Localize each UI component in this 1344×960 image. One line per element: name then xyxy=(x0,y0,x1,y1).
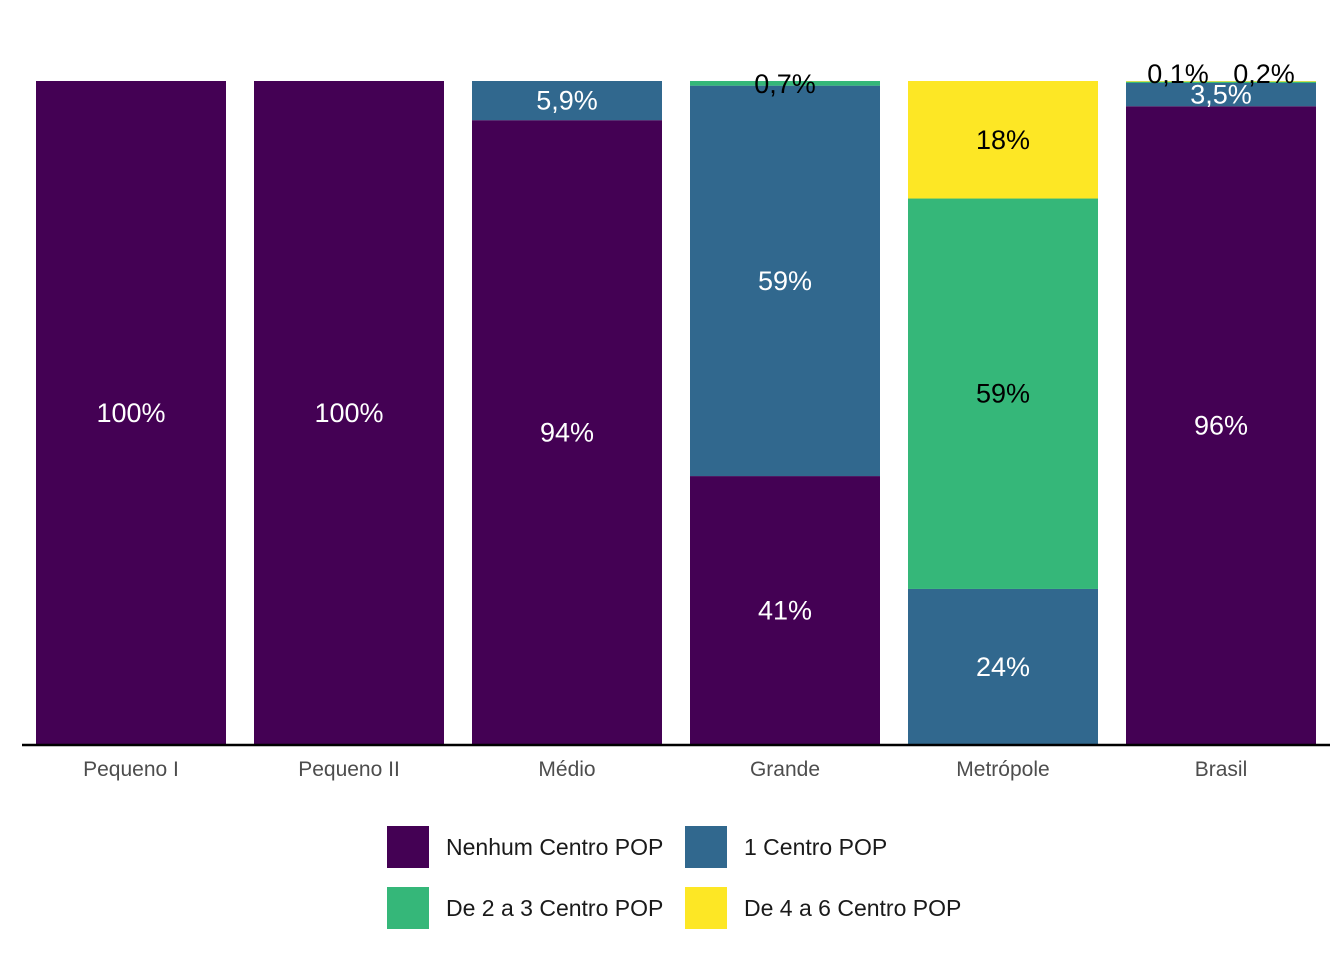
bar-segment xyxy=(908,81,1098,199)
bar-segment xyxy=(36,81,226,745)
legend-item-nenhum: Nenhum Centro POP xyxy=(387,826,663,868)
bar-segment xyxy=(908,588,1098,745)
legend-swatch xyxy=(387,826,429,868)
data-label: 18% xyxy=(976,125,1030,155)
x-tick-labels-layer: Pequeno I Pequeno II Médio Grande Metrópole B… xyxy=(83,758,1247,781)
data-label: 3,5% xyxy=(1190,80,1252,110)
legend-item-1-centro: 1 Centro POP xyxy=(685,826,887,868)
bar-segment xyxy=(1126,81,1316,83)
bar-segment xyxy=(908,198,1098,589)
bar-segment xyxy=(690,81,880,86)
data-label: 59% xyxy=(758,266,812,296)
data-label: 94% xyxy=(540,418,594,448)
data-label: 59% xyxy=(976,379,1030,409)
legend-label: Nenhum Centro POP xyxy=(446,833,664,860)
data-label: 100% xyxy=(314,398,383,428)
data-label: 0,7% xyxy=(754,69,816,99)
bar-segment xyxy=(690,476,880,745)
bar-segment xyxy=(254,81,444,745)
legend-label: 1 Centro POP xyxy=(744,833,888,860)
data-label: 24% xyxy=(976,652,1030,682)
x-tick-label: Metrópole xyxy=(956,758,1049,781)
legend-swatch xyxy=(387,887,429,929)
x-tick-label: Grande xyxy=(750,758,820,781)
legend-label: De 4 a 6 Centro POP xyxy=(744,894,962,921)
x-tick-label: Pequeno I xyxy=(83,758,179,781)
data-label: 41% xyxy=(758,596,812,626)
legend-item-4-a-6: De 4 a 6 Centro POP xyxy=(685,887,961,929)
data-label: 96% xyxy=(1194,411,1248,441)
data-label: 0,1% xyxy=(1147,59,1209,89)
bars-layer xyxy=(36,81,1316,746)
legend-swatch xyxy=(685,826,727,868)
bar-segment xyxy=(1126,81,1316,82)
bar-segment xyxy=(472,120,662,745)
data-label: 0,2% xyxy=(1233,59,1295,89)
legend-swatch xyxy=(685,887,727,929)
data-label: 5,9% xyxy=(536,86,598,116)
bar-segment xyxy=(472,81,662,121)
bar-segment xyxy=(1126,106,1316,746)
legend-item-2-a-3: De 2 a 3 Centro POP xyxy=(387,887,663,929)
data-labels-layer: 100% 100% 94% 5,9% 41% 59% 0,7% 24% 59% 18% 96% 3,5… xyxy=(96,59,1294,682)
legend: Nenhum Centro POP 1 Centro POP De 2 a 3 … xyxy=(387,826,1007,936)
legend-label: De 2 a 3 Centro POP xyxy=(446,894,664,921)
bar-segment xyxy=(690,85,880,477)
bar-segment xyxy=(1126,82,1316,107)
x-tick-label: Brasil xyxy=(1195,758,1248,781)
x-tick-label: Médio xyxy=(538,758,595,781)
data-label: 100% xyxy=(96,398,165,428)
x-tick-label: Pequeno II xyxy=(298,758,400,781)
